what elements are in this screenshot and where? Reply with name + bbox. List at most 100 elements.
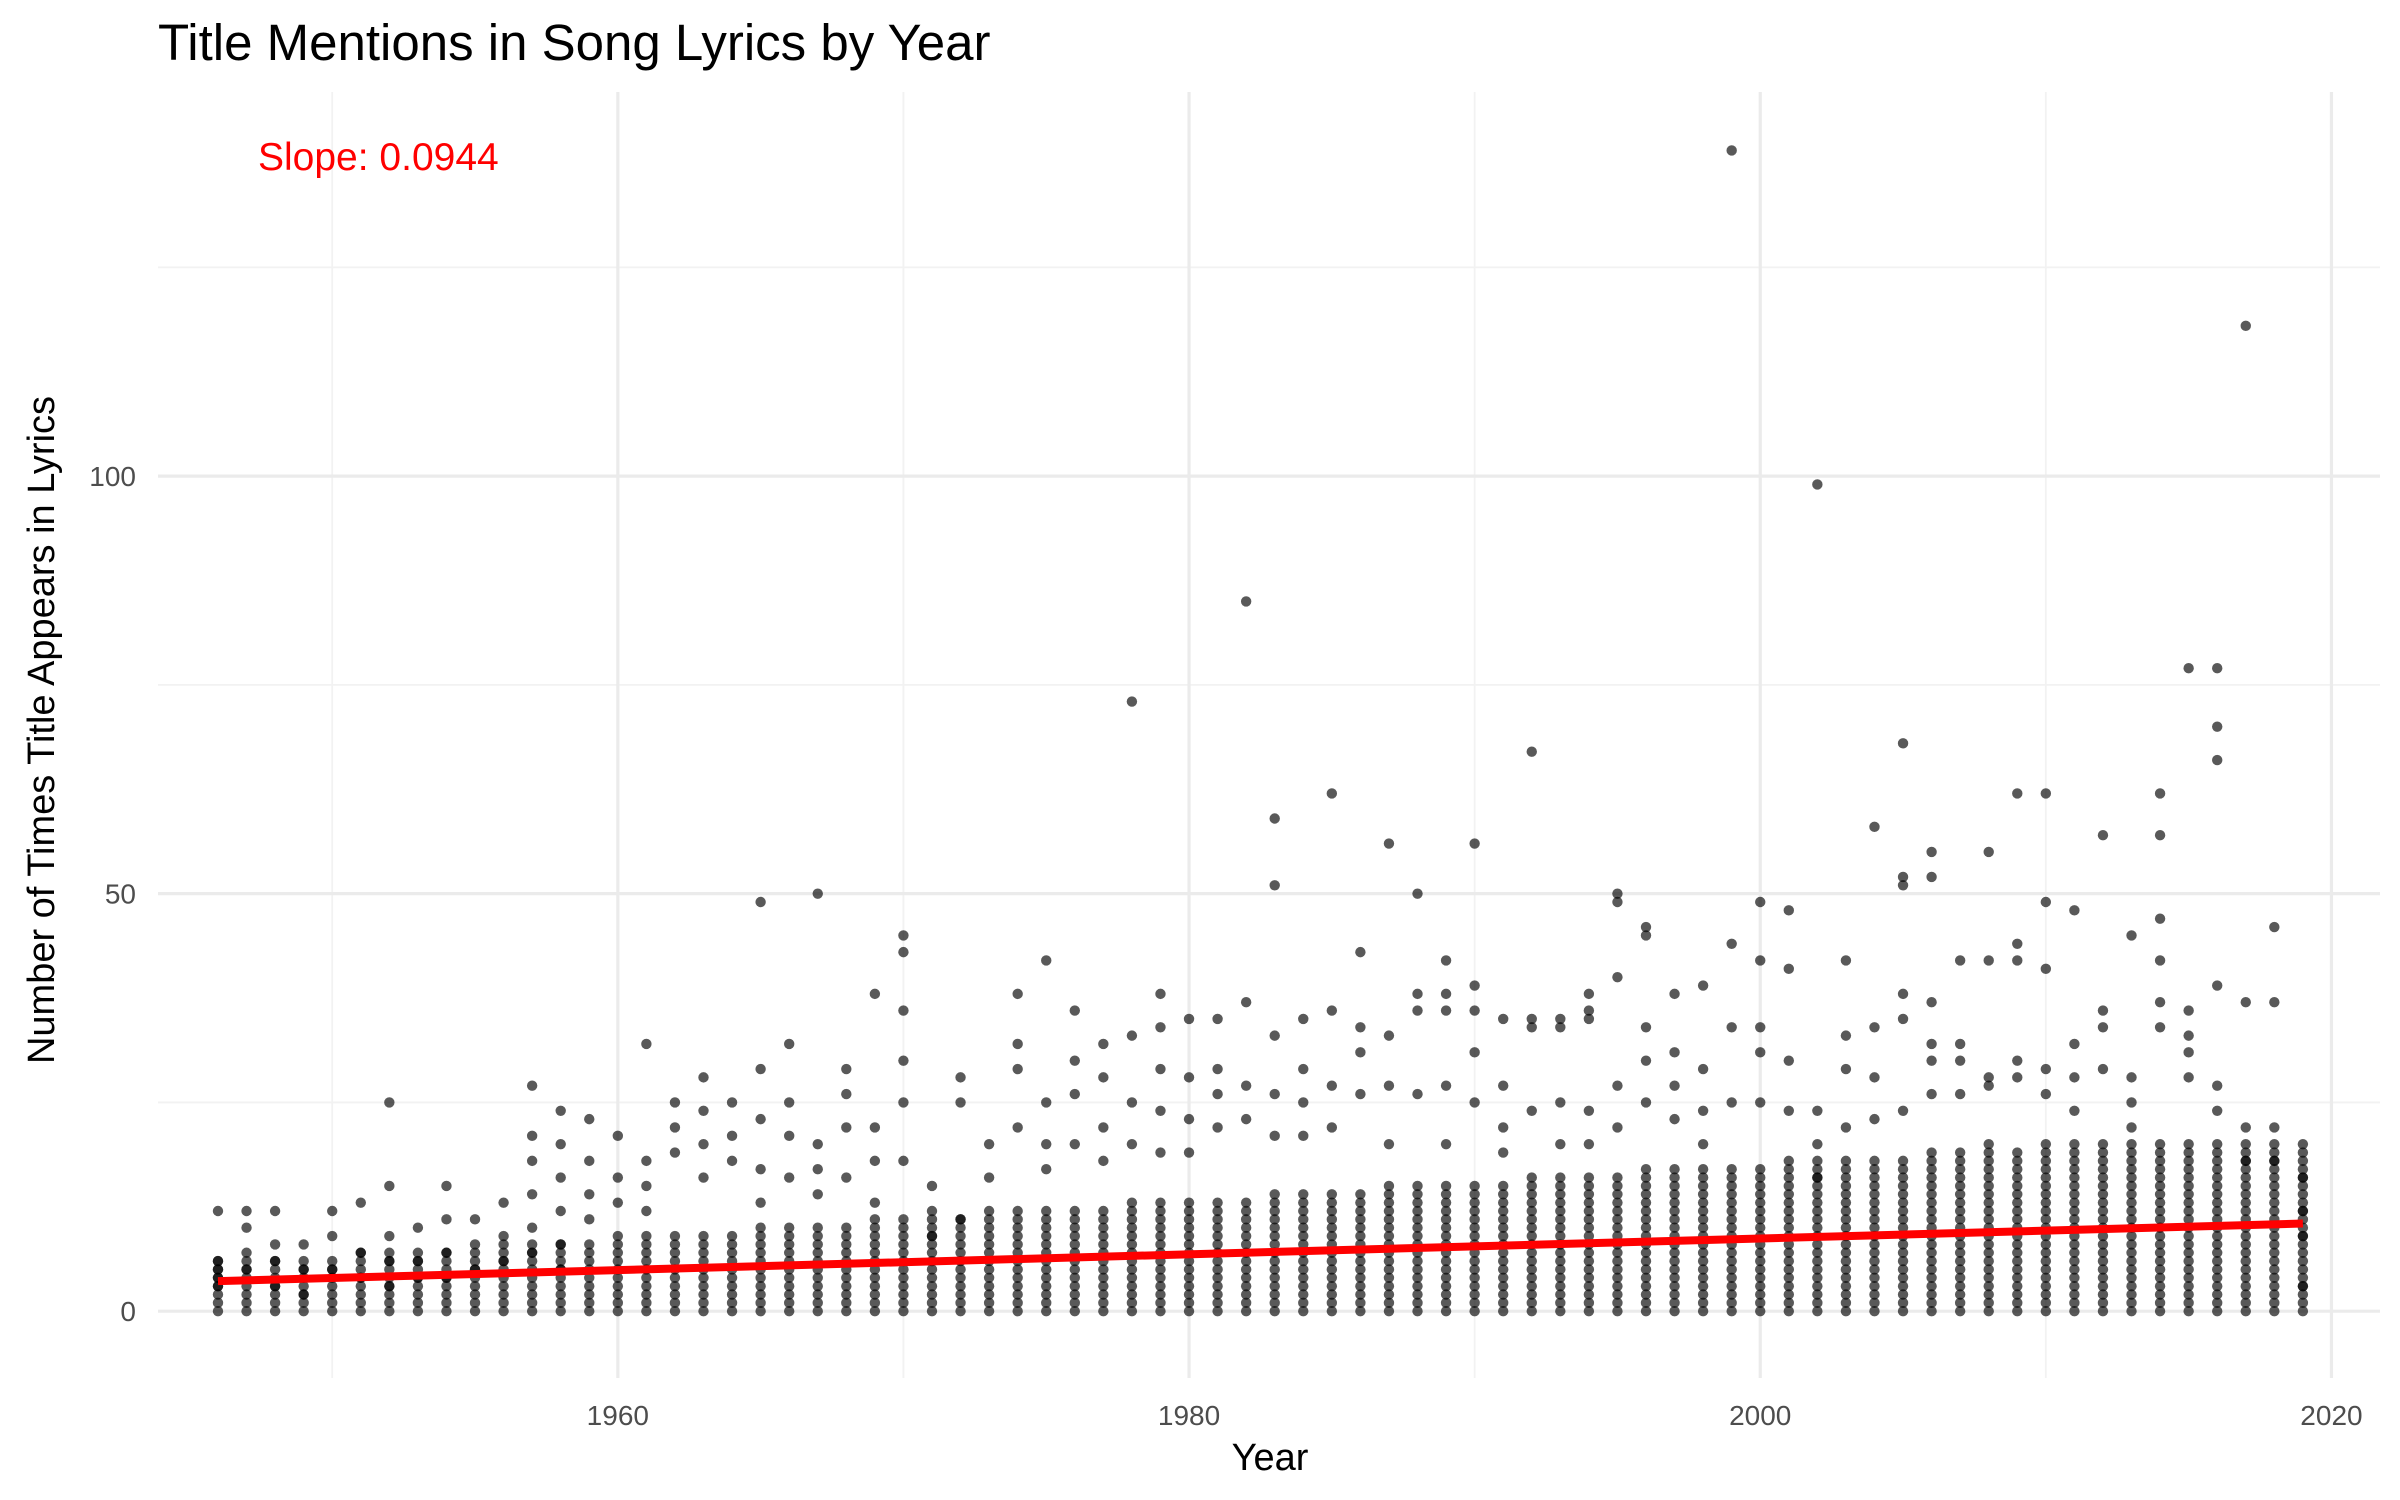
data-point (1440, 1280, 1452, 1292)
data-point (2297, 1297, 2309, 1309)
data-point (1355, 1289, 1366, 1300)
data-point (1640, 1189, 1652, 1200)
data-point (1555, 1022, 1566, 1033)
data-point (983, 1230, 995, 1242)
data-point (1155, 1105, 1166, 1116)
data-point (1269, 1297, 1280, 1309)
data-point (1926, 1205, 1937, 1217)
data-point (1183, 1289, 1195, 1300)
data-point (1583, 1189, 1595, 1200)
data-point (1383, 1255, 1395, 1267)
data-point (1126, 1030, 1138, 1041)
data-point (1269, 1197, 1280, 1208)
data-point (983, 1138, 995, 1150)
data-point (2097, 1189, 2109, 1200)
data-point (1212, 1289, 1223, 1300)
data-point (1640, 1247, 1652, 1258)
data-point (641, 1255, 652, 1267)
data-point (1526, 1247, 1537, 1258)
data-point (1897, 1255, 1909, 1267)
data-point (555, 1305, 566, 1317)
data-point (726, 1130, 738, 1142)
data-point (2212, 662, 2223, 674)
data-point (2040, 1138, 2052, 1150)
data-point (841, 1122, 852, 1133)
data-point (2269, 1172, 2280, 1183)
data-point (1897, 1264, 1909, 1275)
data-point (212, 1289, 224, 1300)
data-point (1298, 1289, 1309, 1300)
data-point (1869, 1189, 1880, 1200)
data-point (1469, 1047, 1480, 1058)
data-point (1983, 1305, 1994, 1317)
data-point (1440, 988, 1452, 1000)
data-point (2154, 1230, 2166, 1242)
data-point (1840, 1030, 1852, 1041)
data-point (1498, 1180, 1509, 1192)
data-point (2126, 1264, 2137, 1275)
data-point (1440, 1297, 1452, 1309)
data-point (1326, 1272, 1338, 1283)
data-point (1812, 1305, 1823, 1317)
data-point (1041, 1214, 1052, 1225)
data-point (1412, 1297, 1423, 1309)
data-point (1726, 1214, 1737, 1225)
data-point (1041, 1138, 1052, 1150)
data-point (1926, 1038, 1937, 1050)
data-point (1812, 1105, 1823, 1116)
data-point (1326, 1255, 1338, 1267)
data-point (1098, 1122, 1109, 1133)
data-point (1612, 971, 1623, 983)
data-point (612, 1172, 624, 1183)
data-point (1526, 1230, 1537, 1242)
data-point (412, 1222, 424, 1233)
data-point (1269, 1230, 1280, 1242)
data-point (1126, 1305, 1138, 1317)
data-point (2297, 1189, 2309, 1200)
data-point (1640, 1022, 1652, 1033)
data-point (783, 1247, 795, 1258)
data-point (869, 1272, 881, 1283)
data-point (1583, 1105, 1595, 1116)
data-point (1269, 1272, 1280, 1283)
data-point (1812, 1247, 1823, 1258)
data-point (2040, 963, 2052, 975)
data-point (1755, 1047, 1766, 1058)
data-point (1240, 1272, 1252, 1283)
data-point (1783, 963, 1795, 975)
data-point (241, 1305, 252, 1317)
data-point (469, 1297, 481, 1309)
data-point (1897, 1289, 1909, 1300)
data-point (1498, 1147, 1509, 1158)
data-point (1041, 1239, 1052, 1250)
data-point (869, 1305, 881, 1317)
data-point (812, 888, 823, 899)
data-point (1526, 1180, 1537, 1192)
data-point (698, 1289, 709, 1300)
data-point (1954, 1297, 1966, 1309)
data-point (783, 1038, 795, 1050)
data-point (1498, 1013, 1509, 1025)
data-point (1612, 1189, 1623, 1200)
data-point (1755, 1022, 1766, 1033)
data-point (1755, 1205, 1766, 1217)
data-point (584, 1189, 595, 1200)
data-point (2269, 1197, 2280, 1208)
data-point (441, 1297, 452, 1309)
data-point (1469, 1197, 1480, 1208)
data-point (1098, 1280, 1109, 1292)
data-point (1155, 1205, 1166, 1217)
data-point (2097, 1164, 2109, 1175)
data-point (612, 1280, 624, 1292)
data-point (327, 1255, 338, 1267)
data-point (2269, 1272, 2280, 1283)
data-point (755, 1297, 766, 1309)
data-point (1926, 1247, 1937, 1258)
data-point (612, 1297, 624, 1309)
data-point (526, 1289, 538, 1300)
data-point (955, 1272, 966, 1283)
data-point (1897, 1189, 1909, 1200)
data-point (812, 1164, 823, 1175)
data-point (555, 1247, 566, 1258)
data-point (612, 1247, 624, 1258)
